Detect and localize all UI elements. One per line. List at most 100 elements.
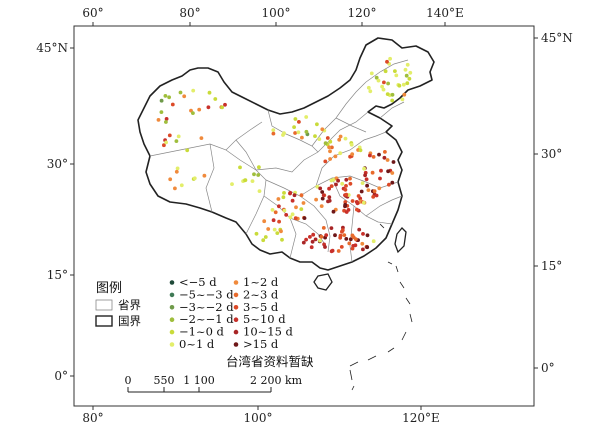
station-point xyxy=(348,237,353,242)
station-point xyxy=(349,142,354,147)
legend-classes: <−5 d−5~−3 d−3~−2 d−2~−1 d−1~0 d0~1 d 1~2… xyxy=(169,275,294,351)
station-point xyxy=(325,136,330,140)
legend-class-label-9: 5~10 d xyxy=(243,312,286,326)
station-point xyxy=(328,157,332,161)
station-point xyxy=(380,84,384,89)
station-point xyxy=(309,245,314,250)
station-point xyxy=(284,213,289,217)
station-point xyxy=(272,227,277,232)
bottom-axis-labels: 80° 100° 120°E xyxy=(82,411,439,425)
station-point xyxy=(220,105,225,110)
station-point xyxy=(385,59,389,64)
station-point xyxy=(213,97,218,101)
station-point xyxy=(250,179,255,184)
station-point xyxy=(294,205,298,210)
legend-country-label: 国界 xyxy=(118,314,141,328)
top-tick-2: 100° xyxy=(262,6,291,20)
station-point xyxy=(185,148,190,153)
taiwan-note: 台湾省资料暂缺 xyxy=(226,354,314,369)
station-point xyxy=(340,228,345,233)
station-point xyxy=(230,182,234,187)
station-point xyxy=(176,134,181,139)
station-point xyxy=(366,85,371,90)
legend-swatch-7 xyxy=(233,292,239,298)
station-point xyxy=(282,191,286,195)
station-point xyxy=(273,210,278,215)
legend-swatch-3 xyxy=(169,317,175,323)
station-point xyxy=(293,216,298,221)
left-tick-2: 15° xyxy=(47,268,68,282)
station-point xyxy=(281,195,286,200)
station-point xyxy=(393,69,397,73)
station-point xyxy=(293,131,297,135)
station-point xyxy=(238,165,242,170)
station-point xyxy=(296,130,301,135)
station-point xyxy=(179,183,184,188)
station-point xyxy=(175,166,180,171)
station-point xyxy=(377,152,381,157)
station-point xyxy=(408,70,413,75)
station-point xyxy=(315,184,320,189)
right-tick-2: 15° xyxy=(541,259,562,273)
station-point xyxy=(333,154,338,159)
station-point xyxy=(340,181,345,186)
station-point xyxy=(163,94,168,98)
station-point xyxy=(254,231,259,236)
station-point xyxy=(388,56,392,61)
station-point xyxy=(320,190,325,194)
station-point xyxy=(282,208,287,213)
station-point xyxy=(355,201,360,206)
station-point xyxy=(390,171,395,175)
station-point xyxy=(355,207,359,212)
left-tick-3: 0° xyxy=(54,369,68,383)
station-point xyxy=(381,87,386,92)
top-tick-0: 60° xyxy=(82,6,103,20)
top-tick-3: 120° xyxy=(348,6,377,20)
station-point xyxy=(271,131,276,136)
station-point xyxy=(374,193,379,198)
station-point xyxy=(206,105,211,110)
station-point xyxy=(338,233,343,238)
station-point xyxy=(405,81,410,86)
map-frame xyxy=(73,25,535,407)
station-point xyxy=(327,186,331,191)
station-point xyxy=(350,199,355,203)
station-point xyxy=(288,191,293,195)
taiwan-island xyxy=(394,227,407,254)
station-point xyxy=(385,158,390,162)
station-point xyxy=(173,186,177,191)
station-point xyxy=(304,115,309,119)
station-point xyxy=(330,145,334,150)
scale-bar: 0 550 1 100 2 200 km xyxy=(125,374,303,393)
station-point xyxy=(262,219,267,224)
station-point xyxy=(368,153,372,158)
legend-class-label-8: 3~5 d xyxy=(243,300,279,314)
station-point xyxy=(302,216,307,221)
scale-label-0: 0 xyxy=(125,374,132,387)
station-point xyxy=(366,188,371,193)
station-point xyxy=(263,235,268,239)
station-point xyxy=(403,67,408,72)
station-point xyxy=(359,189,364,194)
station-point xyxy=(374,75,379,80)
station-point xyxy=(344,177,349,182)
left-axis-labels: 45°N 30° 15° 0° xyxy=(36,41,68,383)
station-point xyxy=(277,204,281,209)
legend-province-label: 省界 xyxy=(118,298,141,312)
top-tick-4: 140°E xyxy=(426,6,464,20)
bottom-tick-1: 100° xyxy=(244,411,273,425)
axis-ticks xyxy=(70,22,538,410)
station-point xyxy=(336,178,340,183)
station-point xyxy=(353,237,358,242)
station-point xyxy=(330,248,335,253)
station-point xyxy=(261,238,266,243)
station-point xyxy=(299,207,304,212)
station-point xyxy=(370,170,375,175)
station-point xyxy=(162,143,166,148)
station-point xyxy=(342,233,347,238)
station-point xyxy=(347,241,352,246)
right-tick-3: 0° xyxy=(541,361,555,375)
station-point xyxy=(390,92,395,97)
station-point xyxy=(348,154,352,159)
